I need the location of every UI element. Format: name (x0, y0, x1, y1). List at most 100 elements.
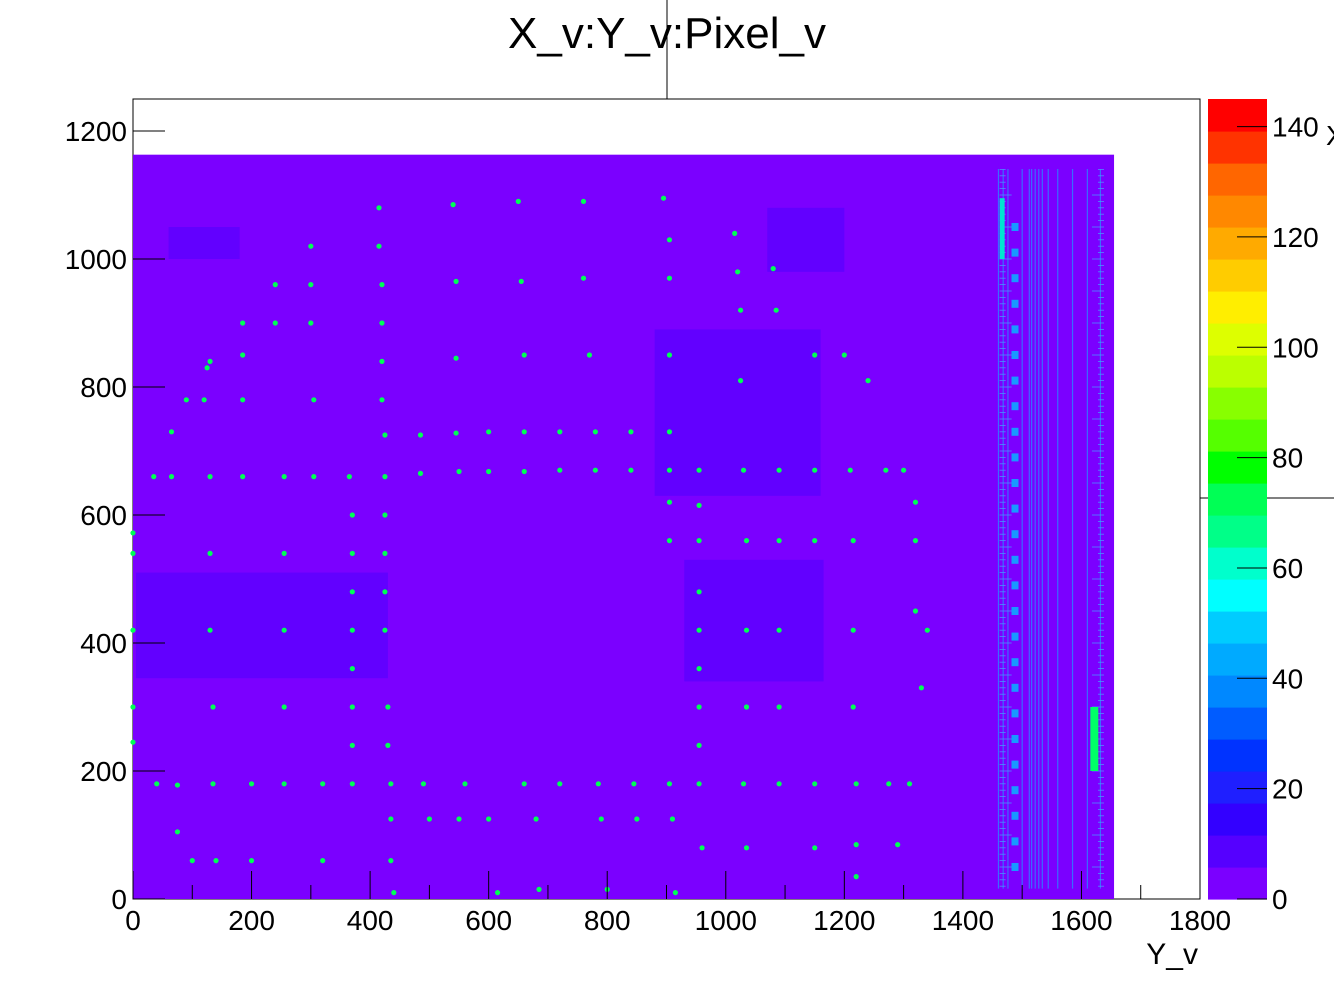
ruler-mark (1011, 402, 1019, 411)
data-spot (308, 243, 314, 249)
data-spot (207, 627, 213, 633)
data-spot (272, 320, 278, 326)
data-spot (672, 890, 678, 896)
data-spot (349, 781, 355, 787)
data-spot (494, 890, 501, 896)
data-spot (521, 781, 527, 787)
data-spot (168, 429, 175, 435)
data-spot (533, 816, 539, 822)
ruler-mark (1011, 274, 1019, 283)
data-spot (515, 198, 521, 204)
data-spot (912, 538, 919, 544)
data-spot (776, 627, 782, 633)
data-spot (737, 307, 744, 313)
data-spot (210, 704, 216, 710)
data-spot (426, 816, 432, 822)
data-spot (696, 781, 702, 787)
palette-swatch (1208, 771, 1267, 804)
y-tick-label: 0 (111, 884, 127, 915)
data-spot (382, 432, 388, 438)
data-spot (666, 538, 673, 544)
palette-swatch (1208, 195, 1267, 228)
data-spot (598, 816, 604, 822)
y-axis: 0 200 400 600 800 1000 1200 (65, 116, 165, 915)
data-spot (737, 378, 744, 384)
data-spot (349, 550, 355, 557)
data-spot (207, 474, 213, 480)
data-spot (592, 467, 598, 473)
data-spot (240, 397, 246, 403)
x-tick-label: 1600 (1050, 905, 1112, 936)
data-spot (456, 468, 462, 475)
data-spot (486, 468, 492, 475)
data-spot (240, 352, 246, 358)
data-spot (453, 430, 459, 436)
data-spot (281, 781, 287, 787)
x-tick-label: 600 (465, 905, 512, 936)
data-spot (743, 538, 750, 544)
data-spot (183, 397, 189, 403)
data-spot (320, 858, 326, 864)
palette-swatch (1208, 259, 1267, 292)
heatmap-patches (135, 207, 845, 682)
data-spot (812, 352, 818, 358)
data-spot (865, 378, 871, 384)
data-spot (346, 474, 352, 480)
data-spot (388, 816, 394, 822)
data-spot (417, 470, 424, 476)
data-spot (349, 512, 355, 518)
data-spot (453, 278, 459, 284)
data-spot (388, 858, 394, 864)
chart-title: X_v:Y_v:Pixel_v (508, 9, 826, 58)
z-tick-label: 120 (1272, 222, 1319, 253)
y-tick-label: 1000 (65, 244, 127, 275)
palette-swatch (1208, 387, 1267, 420)
ruler-mark (1011, 863, 1019, 871)
palette-swatch (1208, 739, 1267, 772)
dim-patch (654, 329, 821, 496)
data-spot (580, 275, 587, 281)
data-spot (420, 781, 427, 787)
data-spot (850, 704, 856, 710)
ruler-mark (1011, 632, 1019, 641)
palette-swatch (1208, 163, 1267, 196)
palette-swatch (1208, 291, 1267, 324)
heatmap-spots (130, 195, 930, 896)
data-spot (376, 205, 382, 211)
y-tick-label: 400 (80, 628, 127, 659)
data-spot (382, 627, 388, 633)
z-tick-label: 40 (1272, 663, 1303, 694)
data-spot (201, 397, 207, 403)
z-tick-label: 140 (1272, 112, 1319, 143)
z-tick-label: 20 (1272, 774, 1303, 805)
ruler-mark (1011, 658, 1019, 667)
ruler-mark (1011, 735, 1019, 743)
heatmap-background (133, 154, 1115, 899)
z-tick-label: 80 (1272, 443, 1303, 474)
palette-swatch (1208, 515, 1267, 548)
palette-swatch (1208, 611, 1267, 644)
data-spot (776, 704, 782, 710)
data-spot (732, 230, 738, 236)
data-spot (847, 467, 853, 473)
ruler-highlight-top (999, 198, 1005, 259)
data-spot (906, 781, 913, 787)
ruler-mark (1011, 479, 1019, 487)
data-spot (743, 704, 750, 710)
ruler-mark (1011, 786, 1019, 795)
data-spot (536, 886, 542, 893)
data-spot (379, 358, 385, 364)
data-spot (151, 474, 157, 480)
y-tick-label: 1200 (65, 116, 127, 147)
x-axis: 0 200 400 600 800 1000 1200 1400 1600 1800 (125, 871, 1231, 936)
data-spot (189, 858, 195, 864)
data-spot (207, 550, 213, 557)
dim-patch (135, 572, 388, 679)
data-spot (281, 704, 287, 710)
data-spot (735, 269, 741, 275)
y-tick-label: 800 (80, 372, 127, 403)
ruler-mark (1011, 683, 1019, 692)
dim-patch (684, 559, 824, 682)
data-spot (248, 781, 255, 787)
